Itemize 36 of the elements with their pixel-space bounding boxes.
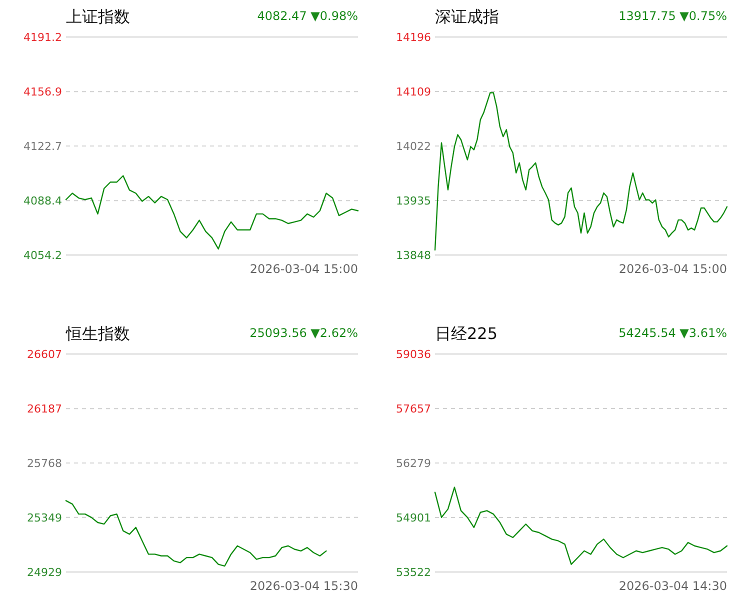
chart-title: 深证成指	[435, 7, 499, 26]
y-tick-label: 4054.2	[24, 249, 62, 262]
chart-subtitle: 4082.47 ▼0.98%	[257, 9, 358, 23]
y-tick-label: 14196	[396, 31, 431, 44]
y-tick-label: 24929	[27, 566, 62, 579]
y-tick-label: 25768	[27, 457, 62, 470]
line-series	[65, 175, 359, 250]
chart-subtitle: 54245.54 ▼3.61%	[618, 326, 727, 340]
chart-title: 上证指数	[66, 7, 130, 26]
y-tick-label: 59036	[396, 348, 431, 361]
y-tick-label: 14022	[396, 140, 431, 153]
line-series	[434, 92, 728, 251]
chart-subtitle: 13917.75 ▼0.75%	[618, 9, 727, 23]
y-tick-label: 57657	[396, 402, 431, 416]
y-tick-label: 4156.9	[24, 86, 62, 99]
y-tick-label: 14109	[396, 86, 431, 98]
y-tick-label: 56279	[396, 457, 431, 470]
y-tick-label: 4122.7	[24, 140, 62, 153]
line-series	[65, 500, 327, 567]
y-tick-label: 54901	[396, 511, 431, 524]
y-tick-label: 26607	[27, 348, 62, 361]
y-tick-label: 53522	[396, 566, 431, 579]
y-tick-label: 26187	[27, 402, 62, 416]
chart-title: 日经225	[435, 324, 498, 343]
text: 2026-03-04 15:30	[250, 579, 358, 593]
y-tick-label: 25349	[27, 511, 62, 524]
y-tick-label: 13935	[396, 194, 431, 208]
y-tick-label: 13848	[396, 249, 431, 262]
text: 2026-03-04 14:30	[618, 579, 727, 593]
chart-title: 恒生指数	[65, 324, 130, 343]
line-series	[434, 486, 728, 565]
text: 2026-03-04 15:00	[250, 262, 358, 276]
text: 2026-03-04 15:00	[618, 262, 727, 276]
y-tick-label: 4088.4	[24, 194, 62, 208]
y-tick-label: 4191.2	[24, 31, 62, 44]
chart-subtitle: 25093.56 ▼2.62%	[250, 326, 358, 340]
